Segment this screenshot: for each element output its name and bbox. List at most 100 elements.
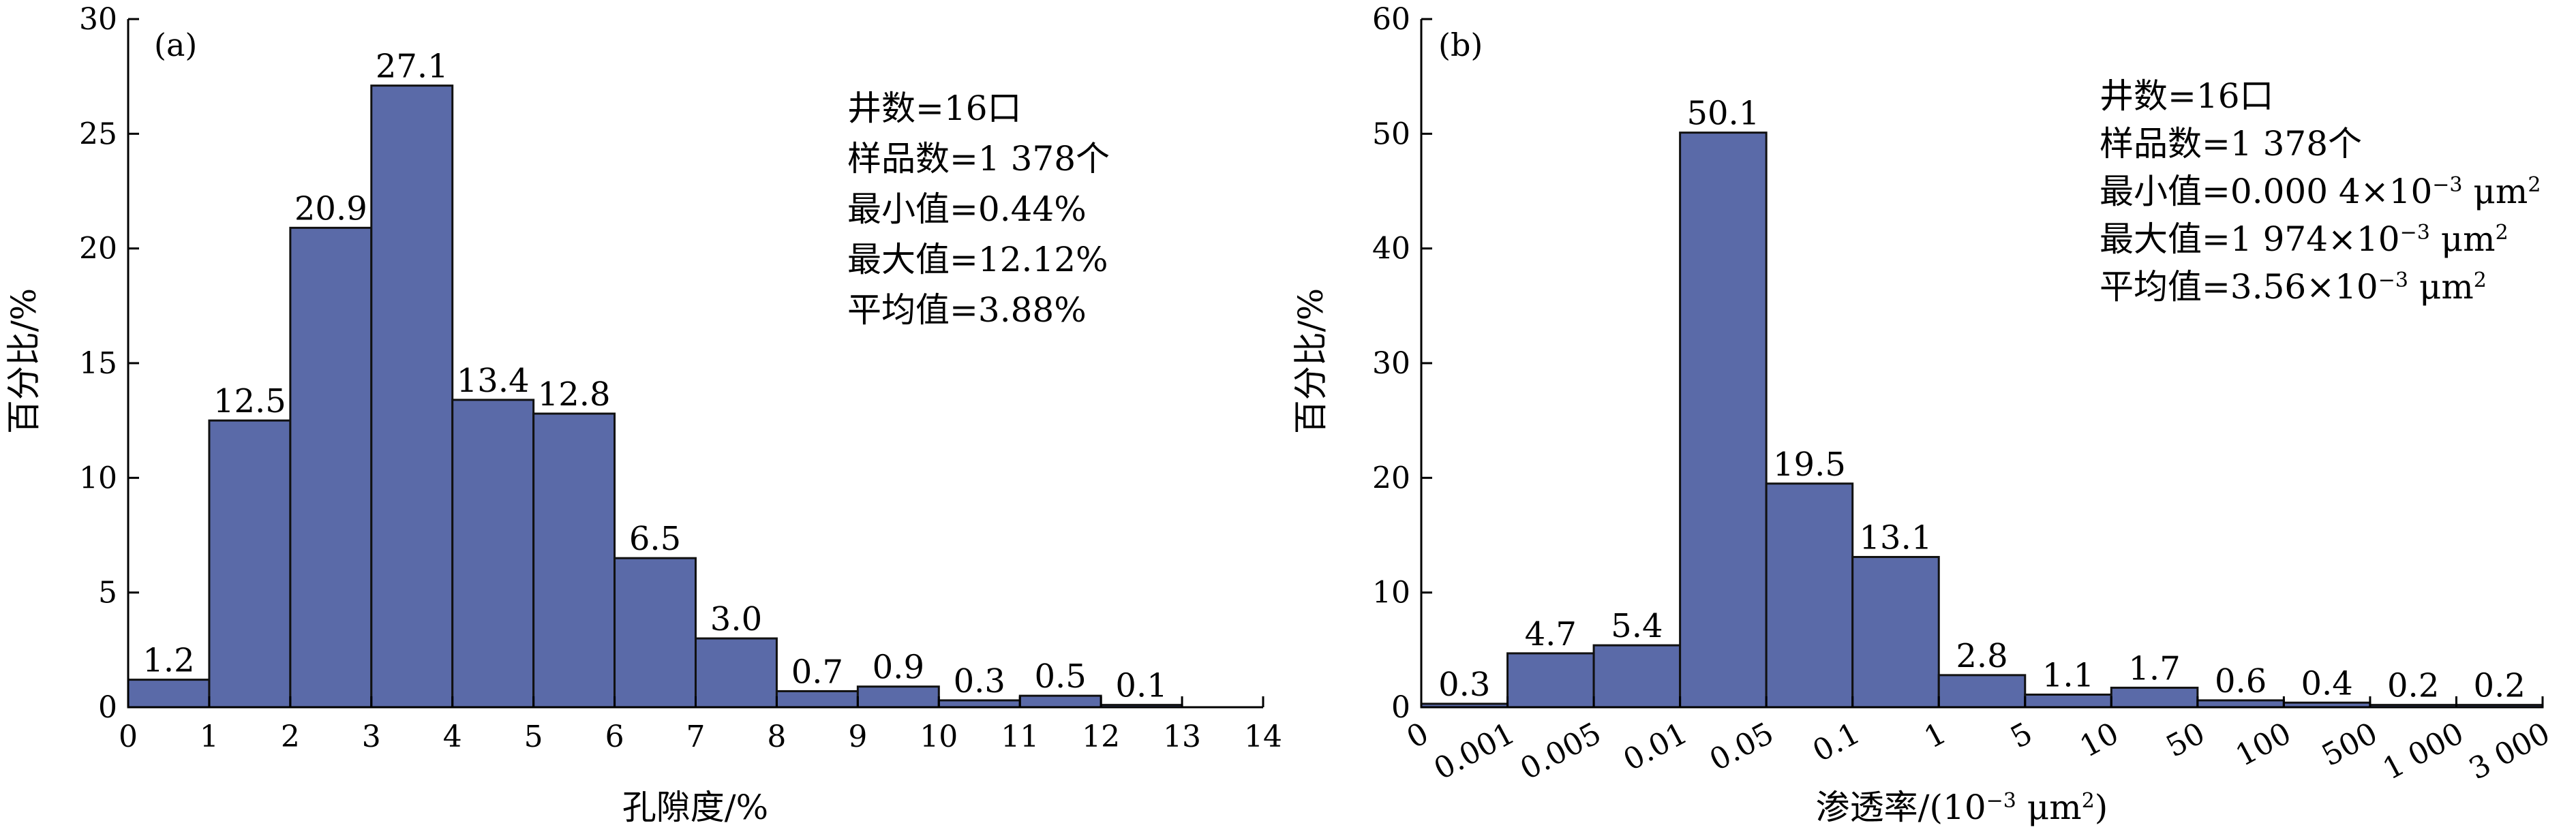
stats-annotation: 样品数=1 378个	[847, 139, 1110, 179]
x-tick-label: 9	[848, 719, 867, 754]
x-tick-label: 13	[1163, 719, 1201, 754]
x-tick-label: 0.01	[1618, 716, 1693, 778]
bar-value-label: 13.1	[1860, 518, 1933, 557]
bar-0.001-0.005	[1506, 652, 1595, 709]
bar-11-12	[1018, 694, 1102, 709]
y-tick-label: 0	[98, 690, 117, 725]
bar-5-6	[532, 412, 616, 709]
bar-3-4	[370, 84, 454, 709]
y-tick-label: 20	[1372, 461, 1410, 495]
y-tick-label: 15	[79, 346, 117, 381]
histogram-panel-b: 0.34.7 5.450.119.513.12.81.1 1.7 0.6 0.4 0.2 0…	[1291, 2, 2556, 827]
y-axis-title: 百分比/%	[4, 288, 44, 434]
stats-annotation: 最大值=12.12%	[847, 240, 1108, 279]
stats-annotation: 平均值=3.88%	[847, 290, 1087, 330]
x-tick-label: 50	[2161, 716, 2211, 764]
bar-value-label: 0.6	[2215, 662, 2267, 700]
bar-10-50	[2110, 686, 2199, 709]
y-tick-label: 10	[79, 461, 117, 495]
y-axis-title: 百分比/%	[1291, 288, 1331, 434]
bar-0.05-0.1	[1765, 482, 1854, 709]
y-tick-label: 10	[1372, 576, 1410, 610]
y-tick-label: 25	[79, 117, 117, 151]
panel-label: (a)	[154, 27, 197, 63]
x-tick-label: 0.05	[1704, 716, 1779, 778]
x-tick-label: 1 000	[2377, 716, 2469, 787]
bar-value-label: 0.3	[954, 662, 1005, 700]
bar-6-7	[613, 557, 697, 709]
bar-value-label: 0.7	[791, 653, 843, 691]
bar-value-label: 27.1	[376, 48, 449, 86]
x-tick-label: 7	[686, 719, 706, 754]
bar-0.005-0.01	[1592, 644, 1682, 709]
stats-annotation: 最大值=1 974×10−3 μm2	[2100, 219, 2509, 259]
x-tick-label: 11	[1001, 719, 1039, 754]
y-tick-label: 20	[79, 232, 117, 266]
y-tick-label: 30	[1372, 346, 1410, 381]
x-tick-label: 0.1	[1807, 716, 1866, 769]
x-tick-label: 5	[524, 719, 543, 754]
x-tick-label: 0.005	[1515, 716, 1607, 787]
bar-value-label: 13.4	[457, 362, 530, 400]
bar-value-label: 4.7	[1525, 615, 1577, 653]
bar-4-5	[451, 399, 535, 709]
bar-value-label: 2.8	[1956, 637, 2007, 675]
x-tick-label: 14	[1244, 719, 1282, 754]
bar-value-label: 19.5	[1773, 446, 1846, 484]
x-tick-label: 4	[443, 719, 462, 754]
bar-value-label: 12.8	[538, 375, 611, 414]
x-tick-label: 0	[119, 719, 138, 754]
x-tick-label: 8	[767, 719, 786, 754]
bar-value-label: 0.2	[2474, 667, 2526, 705]
stats-annotation: 最小值=0.000 4×10−3 μm2	[2100, 172, 2541, 211]
bar-5-10	[2024, 693, 2112, 709]
bar-value-label: 0.2	[2387, 667, 2439, 705]
bar-value-label: 0.3	[1438, 666, 1490, 704]
x-tick-label: 500	[2316, 716, 2383, 773]
bar-value-label: 0.9	[873, 649, 924, 687]
histogram-panel-a: 1.2 12.5 20.9 27.1 13.4 12.8 6.5 3.0 0.7 0.9 0.3 0.…	[4, 2, 1282, 827]
y-tick-label: 30	[79, 2, 117, 37]
bar-value-label: 0.5	[1035, 657, 1087, 696]
x-tick-label: 1	[1919, 716, 1952, 756]
bar-1-5	[1937, 674, 2027, 709]
x-tick-label: 0.001	[1429, 716, 1521, 787]
bar-value-label: 6.5	[629, 520, 681, 558]
bar-value-label: 1.1	[2042, 656, 2094, 694]
x-axis-title: 渗透率/(10−3 μm2)	[1816, 788, 2108, 827]
bar-10-11	[937, 699, 1021, 709]
stats-annotation: 井数=16口	[847, 89, 1022, 128]
stats-annotation: 井数=16口	[2100, 76, 2274, 116]
x-tick-label: 12	[1082, 719, 1120, 754]
x-tick-label: 3 000	[2464, 716, 2556, 787]
x-axis-title: 孔隙度/%	[622, 788, 768, 827]
stats-annotation: 最小值=0.44%	[847, 189, 1087, 229]
bar-value-label: 0.4	[2301, 664, 2352, 702]
y-tick-label: 5	[98, 576, 117, 610]
bar-value-label: 0.1	[1115, 667, 1167, 705]
bar-value-label: 1.7	[2128, 649, 2180, 687]
y-tick-label: 60	[1372, 2, 1410, 37]
stats-annotation: 平均值=3.56×10−3 μm2	[2100, 267, 2487, 307]
y-tick-label: 40	[1372, 232, 1410, 266]
bar-50-100	[2196, 699, 2285, 709]
bar-8-9	[775, 690, 859, 709]
x-tick-label: 10	[920, 719, 958, 754]
x-tick-label: 3	[362, 719, 381, 754]
x-tick-label: 5	[2005, 716, 2038, 756]
x-tick-label: 6	[605, 719, 624, 754]
y-tick-label: 0	[1391, 690, 1410, 725]
bar-2-3	[289, 226, 373, 709]
bar-value-label: 5.4	[1611, 607, 1663, 645]
panel-label: (b)	[1438, 27, 1483, 63]
bar-value-label: 3.0	[710, 600, 762, 638]
bar-value-label: 20.9	[294, 189, 367, 228]
bar-1-2	[208, 419, 292, 709]
bar-9-10	[856, 685, 940, 709]
y-tick-label: 50	[1372, 117, 1410, 151]
bar-value-label: 50.1	[1686, 95, 1759, 133]
bar-0-1	[127, 679, 211, 709]
x-tick-label: 10	[2074, 716, 2124, 764]
x-tick-label: 0	[1401, 716, 1434, 756]
